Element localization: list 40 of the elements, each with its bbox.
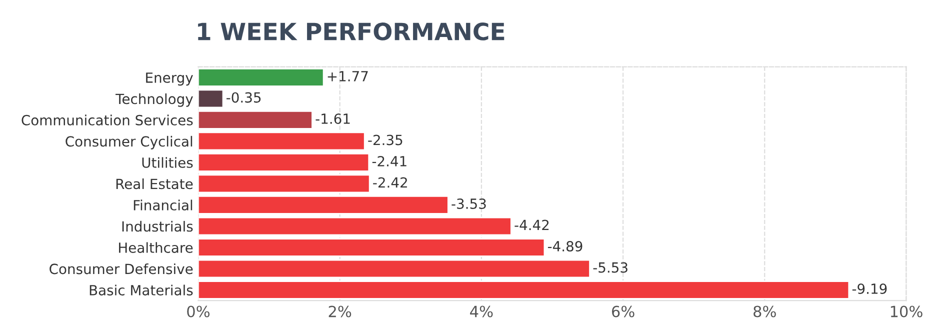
data-label: -4.89: [548, 240, 582, 252]
data-label: +1.77: [328, 71, 368, 82]
x-tick-label: 8%: [754, 306, 776, 318]
y-tick-label: Technology: [116, 93, 193, 107]
chart-title: 1 WEEK PERFORMANCE: [198, 22, 504, 40]
bar: [198, 110, 313, 130]
data-label: -0.35: [226, 92, 261, 103]
data-label: -5.53: [593, 262, 628, 273]
y-tick-label: Consumer Cyclical: [66, 136, 192, 150]
x-tick-label: 2%: [328, 306, 352, 318]
bar: [198, 174, 370, 194]
data-label: -2.42: [373, 177, 407, 188]
y-tick-label: Industrials: [122, 220, 193, 232]
data-label: -4.42: [514, 220, 549, 230]
y-tick-label: Basic Materials: [90, 284, 193, 296]
x-tick-label: 6%: [612, 306, 634, 318]
y-tick-label: Financial: [134, 200, 192, 210]
data-label: -9.19: [852, 283, 887, 294]
bar: [198, 280, 850, 300]
data-label: -3.53: [452, 198, 486, 209]
bar: [198, 68, 324, 87]
x-tick-label: 10%: [890, 306, 922, 318]
bar: [198, 196, 449, 214]
y-tick-label: Energy: [146, 72, 193, 86]
y-tick-label: Healthcare: [119, 242, 193, 253]
data-label: -1.61: [316, 113, 350, 124]
data-label: -2.41: [372, 156, 406, 166]
data-label: -2.35: [368, 134, 402, 146]
bar: [198, 153, 370, 172]
x-tick-label: 0%: [187, 306, 210, 318]
y-tick-label: Utilities: [142, 157, 193, 168]
bar: [198, 216, 512, 236]
bar: [198, 259, 590, 278]
bar: [198, 238, 546, 257]
bar: [198, 132, 366, 151]
y-tick-label: Real Estate: [116, 178, 193, 190]
x-tick-label: 4%: [470, 306, 493, 318]
y-tick-label: Consumer Defensive: [50, 263, 193, 274]
y-tick-label: Communication Services: [22, 114, 193, 126]
bar: [198, 89, 224, 108]
